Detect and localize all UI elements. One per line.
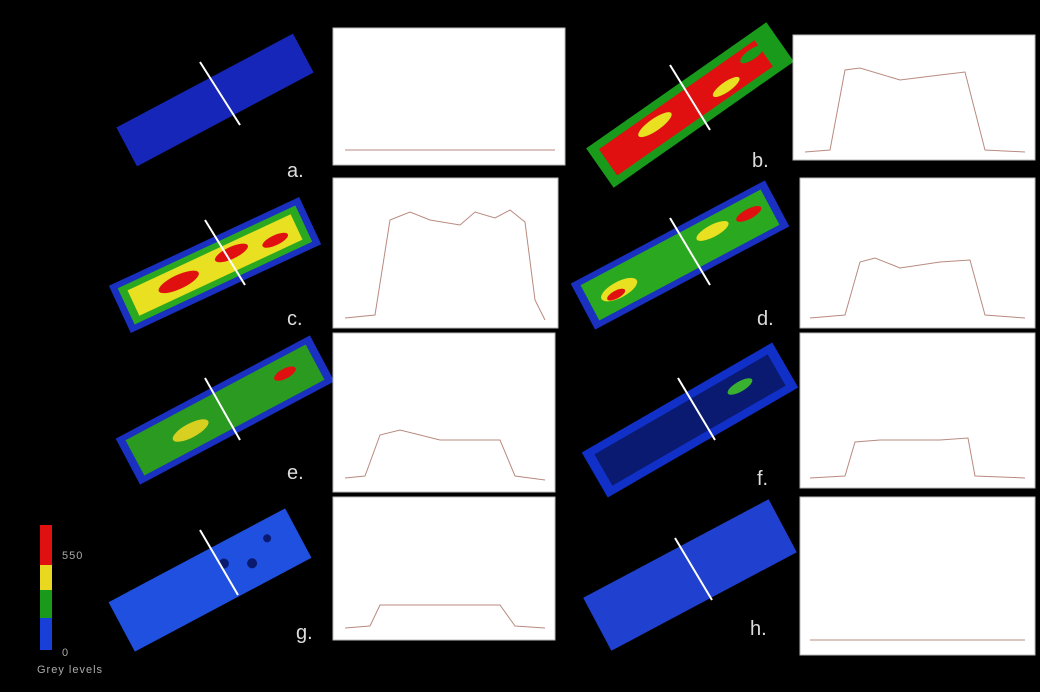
panel-label: b. [752, 150, 769, 172]
legend-min: 0 [62, 647, 69, 659]
cut-line [204, 377, 241, 441]
panel-label: f. [757, 468, 768, 490]
specimen-h [583, 499, 797, 651]
legend-swatch [40, 618, 52, 650]
cut-line [677, 377, 716, 441]
profile-plot [799, 177, 1036, 329]
specimen-c [108, 197, 322, 333]
cut-line [669, 217, 711, 286]
profile-plot [799, 496, 1036, 656]
profile-plot [332, 177, 559, 329]
specimen-e [115, 335, 335, 485]
panel-label: a. [287, 160, 304, 182]
cut-line [199, 529, 239, 596]
specimen-a [116, 33, 314, 167]
panel-label: d. [757, 308, 774, 330]
profile-plot [799, 332, 1036, 489]
specimen-d [570, 180, 790, 330]
cut-line [674, 537, 713, 601]
cut-line [199, 61, 241, 126]
legend-swatch [40, 590, 52, 618]
specimen-f [581, 342, 799, 498]
panel-label: h. [750, 618, 767, 640]
profile-curve [344, 209, 546, 321]
legend-swatch [40, 525, 52, 565]
panel-label: e. [287, 462, 304, 484]
panel-label: c. [287, 308, 303, 330]
profile-curve [809, 257, 1026, 319]
cut-line [669, 64, 711, 131]
profile-plot [792, 34, 1036, 161]
profile-plot [332, 332, 556, 493]
panel-label: g. [296, 622, 313, 644]
legend-swatch [40, 565, 52, 590]
profile-curve [809, 437, 1026, 479]
profile-curve [804, 67, 1026, 153]
profile-curve [344, 604, 546, 629]
profile-plot [332, 496, 556, 641]
profile-curve [344, 429, 546, 481]
specimen-g [108, 508, 312, 652]
cut-line [204, 219, 246, 286]
legend-title: Grey levels [37, 664, 103, 676]
specimen-b [586, 22, 794, 188]
profile-plot [332, 27, 566, 166]
legend-max: 550 [62, 550, 83, 562]
